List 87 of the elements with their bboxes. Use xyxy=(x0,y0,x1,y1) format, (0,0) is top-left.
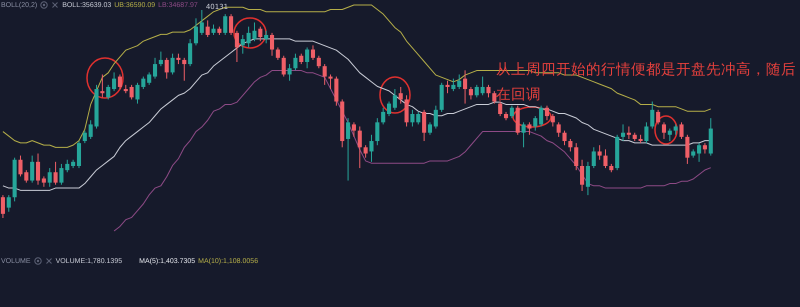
candlestick xyxy=(334,76,338,106)
candlestick xyxy=(164,57,169,80)
candlestick xyxy=(662,122,666,140)
candlestick xyxy=(305,46,310,69)
candlestick xyxy=(328,74,333,90)
candlestick xyxy=(702,142,707,154)
candlestick xyxy=(76,140,82,169)
candlestick xyxy=(586,161,590,196)
candlestick xyxy=(434,105,438,130)
candlestick xyxy=(0,194,5,218)
candlestick xyxy=(644,122,648,144)
candlestick xyxy=(299,53,304,65)
candlestick xyxy=(685,134,690,164)
candlestick xyxy=(445,80,450,94)
candlestick xyxy=(18,155,23,177)
candlestick xyxy=(522,122,526,148)
candlestick xyxy=(404,94,409,127)
candlestick xyxy=(550,114,555,127)
candlestick xyxy=(206,20,210,38)
candlestick xyxy=(603,148,608,169)
candlestick xyxy=(544,105,550,121)
candlestick xyxy=(346,118,350,182)
candlestick xyxy=(369,134,374,162)
candlestick xyxy=(234,30,239,62)
candlestick xyxy=(620,124,626,142)
candlestick xyxy=(282,55,286,78)
candlestick xyxy=(656,109,660,125)
candlestick xyxy=(288,64,292,82)
candlestick xyxy=(498,101,502,117)
candlestick xyxy=(322,64,327,86)
candlestick xyxy=(386,101,392,117)
candlestick xyxy=(352,122,356,138)
candlestick xyxy=(316,55,321,69)
candlestick xyxy=(24,170,28,184)
candlestick xyxy=(468,86,473,100)
candlestick xyxy=(293,53,298,71)
candlestick xyxy=(422,109,426,142)
candlestick xyxy=(188,38,192,67)
candlestick xyxy=(358,126,362,169)
candlestick xyxy=(264,30,268,44)
candlestick xyxy=(170,53,175,75)
candlestick xyxy=(463,70,468,104)
candlestick xyxy=(486,84,491,98)
candlestick xyxy=(223,14,228,36)
candlestick xyxy=(674,124,678,136)
candlestick xyxy=(229,14,234,36)
candlestick xyxy=(252,22,257,42)
candlestick xyxy=(158,51,163,67)
candlestick xyxy=(592,146,596,169)
candlestick xyxy=(510,105,514,119)
candlestick xyxy=(182,57,186,82)
candlestick xyxy=(562,130,567,146)
candlestick xyxy=(381,107,386,125)
candlestick xyxy=(135,82,140,104)
candlestick xyxy=(118,74,122,90)
candlestick xyxy=(679,122,684,140)
candlestick xyxy=(626,126,631,140)
candlestick xyxy=(580,159,584,192)
candlestick xyxy=(200,10,204,36)
candlestick xyxy=(492,90,496,104)
candlestick xyxy=(211,24,216,36)
candlestick xyxy=(428,122,432,136)
candlestick xyxy=(152,57,158,80)
candlestick xyxy=(392,88,397,110)
candlestick xyxy=(556,122,561,138)
candlestick xyxy=(36,153,40,186)
candlestick xyxy=(568,138,572,152)
candlestick xyxy=(48,168,52,188)
candlestick xyxy=(398,86,403,104)
candlestick xyxy=(276,46,280,60)
candlestick xyxy=(258,26,262,42)
candlestick xyxy=(54,161,58,186)
candlestick xyxy=(650,101,654,130)
candlestick xyxy=(194,18,198,46)
candlestick xyxy=(42,176,46,188)
candlestick xyxy=(527,122,532,136)
candlestick xyxy=(668,128,672,142)
candlestick xyxy=(574,142,578,171)
candlestick xyxy=(6,194,11,212)
candlestick xyxy=(30,155,34,184)
candlestick xyxy=(176,53,180,65)
candlestick xyxy=(598,144,602,160)
candlestick xyxy=(364,144,368,158)
candlestick xyxy=(270,32,274,56)
candlestick xyxy=(100,74,104,98)
candlestick xyxy=(310,44,316,60)
candlestick xyxy=(375,118,380,146)
